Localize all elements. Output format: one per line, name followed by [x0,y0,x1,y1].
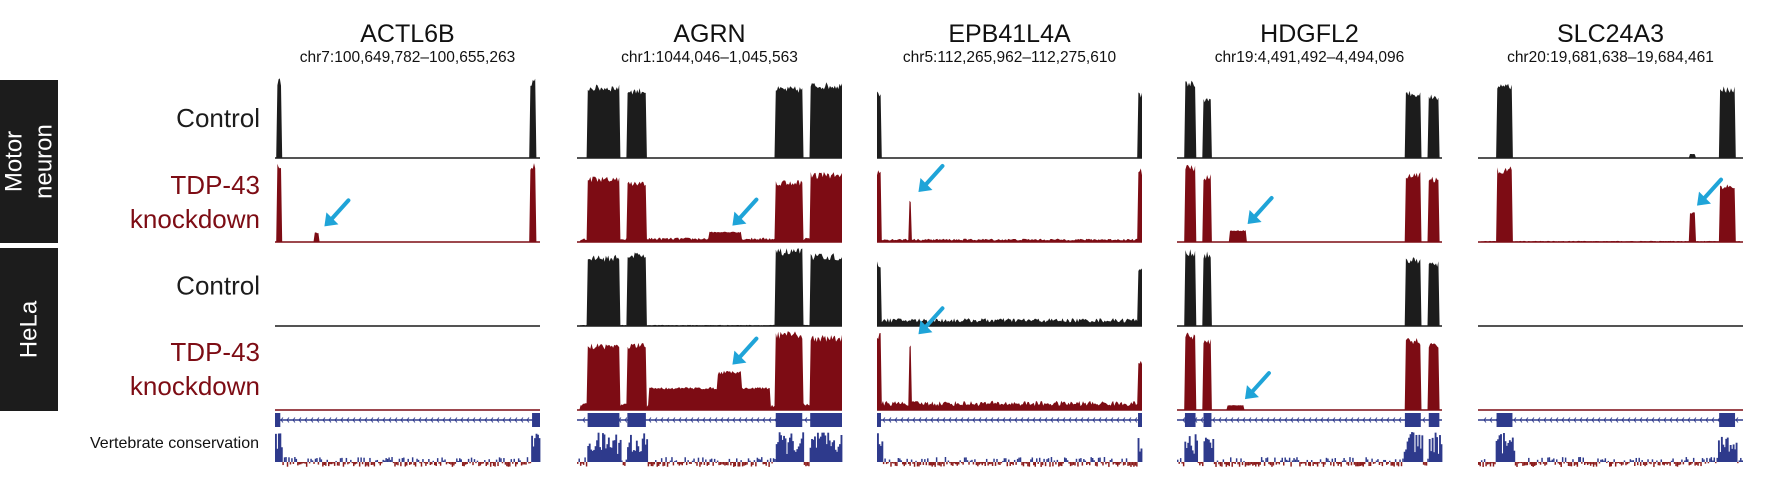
coverage-track [275,163,540,243]
coverage-track [275,78,540,159]
coverage-profile [877,261,1142,326]
coverage-profile [877,168,1142,242]
gene-name: HDGFL2 [1260,20,1359,48]
coverage-track [1177,80,1442,159]
group-label-text: neuron [31,124,58,199]
exon-block [1719,413,1736,427]
coverage-profile [1177,249,1442,326]
gene-model [275,413,540,427]
exon-block [1203,413,1212,427]
group-label-text: HeLa [16,300,43,358]
gene-model [1177,413,1442,427]
exon-block [275,413,281,427]
cryptic-exon-arrow [732,336,759,365]
coverage-profile [577,248,842,326]
conservation-track [577,432,843,467]
gene-name: ACTL6B [360,20,454,48]
gene-coordinates: chr20:19,681,638–19,684,461 [1507,49,1714,66]
exon-block [775,413,803,427]
coverage-profile [1478,166,1743,242]
exon-block [1138,413,1142,427]
conservation-track-label: Vertebrate conservation [90,435,259,452]
coverage-track [577,172,842,243]
group-label-box [0,248,58,411]
coverage-track [1177,332,1442,411]
gene-model [1478,413,1743,427]
coverage-track [877,261,1142,327]
conservation-track [877,433,1143,467]
cryptic-exon-arrow [732,197,759,226]
coverage-track [577,248,842,327]
gene-name: EPB41L4A [948,20,1071,48]
coverage-profile [1478,83,1743,158]
group-label-box [0,80,58,243]
coverage-profile [275,163,540,242]
coverage-track [877,91,1142,159]
exon-block [1404,413,1421,427]
coverage-track [1478,166,1743,243]
gene-model [577,413,842,427]
coverage-profile [877,333,1142,410]
coverage-track [577,331,842,411]
group-label-text: Motor [1,131,28,192]
coverage-profile [1177,80,1442,158]
gene-name: AGRN [673,20,745,48]
gene-coordinates: chr19:4,491,492–4,494,096 [1215,49,1405,66]
exon-block [1496,413,1513,427]
cryptic-exon-arrow [918,164,945,192]
gene-panels: ACTL6Bchr7:100,649,782–100,655,263AGRNch… [275,20,1743,467]
row-label-text: TDP-43 [170,337,260,367]
cryptic-exon-arrow [1244,371,1271,400]
row-label-text: knockdown [130,204,260,234]
cryptic-exon-arrow [1247,196,1274,224]
row-label-text: knockdown [130,371,260,401]
conservation-track [1177,432,1443,467]
coverage-track [1177,249,1442,327]
row-label-text: TDP-43 [170,170,260,200]
conservation-track [1478,433,1743,467]
exon-block [810,413,842,427]
coverage-profile [577,172,842,242]
gene-coordinates: chr7:100,649,782–100,655,263 [300,49,515,66]
coverage-track [877,306,1142,411]
coverage-profile [577,82,842,158]
cryptic-exon-arrow [918,306,945,335]
exon-block [1184,413,1196,427]
exon-block [587,413,620,427]
coverage-profile [877,91,1142,158]
exon-block [1428,413,1440,427]
exon-block [532,413,540,427]
gene-coordinates: chr5:112,265,962–112,275,610 [903,49,1117,66]
exon-block [877,413,881,427]
gene-name: SLC24A3 [1557,20,1664,48]
coverage-profile [1177,332,1442,410]
gene-model [877,413,1142,427]
row-label-text: Control [176,103,260,133]
track-row-labels: Control TDP-43 knockdown Control TDP-43 knock… [130,103,260,401]
sample-group-labels: Motor neuron HeLa [0,80,58,411]
coverage-track [1478,83,1743,159]
coverage-profile [1177,164,1442,242]
cryptic-exon-arrow [1697,177,1723,206]
coverage-profile [275,78,540,158]
row-label-text: Control [176,271,260,301]
gene-coordinates: chr1:1044,046–1,045,563 [621,49,798,66]
coverage-track [577,82,842,159]
cryptic-exon-arrow [324,198,351,227]
coverage-track [877,164,1142,243]
exon-block [627,413,646,427]
conservation-track [275,433,541,467]
coverage-track [1177,164,1442,243]
coverage-profile [577,331,842,410]
